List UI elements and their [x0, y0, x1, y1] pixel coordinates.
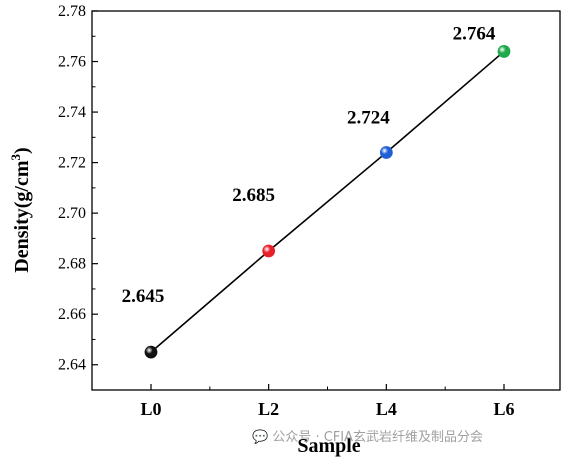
y-axis-title: Density(g/cm3)	[8, 147, 33, 272]
y-tick-label: 2.76	[58, 54, 86, 71]
y-tick-label: 2.78	[58, 3, 86, 20]
data-label-l4: 2.724	[347, 107, 390, 128]
wechat-icon: 💬	[252, 430, 269, 445]
x-axis-title: Sample	[297, 435, 360, 457]
x-axis-ticks: L0 L2 L4 L6	[140, 384, 515, 419]
data-point-l2	[262, 244, 276, 258]
data-point-l4	[379, 146, 393, 159]
y-tick-label: 2.64	[58, 357, 86, 374]
y-axis-title-close: )	[11, 147, 33, 154]
plot-frame	[91, 10, 561, 391]
y-axis-ticks: 2.64 2.66 2.68 2.70 2.72 2.74 2.76 2.78	[58, 3, 98, 374]
x-tick-label: L0	[140, 399, 161, 419]
y-tick-label: 2.72	[58, 155, 86, 172]
watermark-text: 公众号 · CFIA玄武岩纤维及制品分会	[272, 430, 484, 445]
y-axis-title-main: Density(g/cm	[11, 160, 33, 273]
x-tick-label: L4	[376, 399, 397, 419]
data-label-l0: 2.645	[122, 286, 165, 307]
data-label-l2: 2.685	[232, 185, 275, 206]
y-axis-title-superscript: 3	[8, 153, 23, 160]
data-series: 2.645 2.685 2.724 2.764	[122, 23, 511, 359]
x-tick-label: L6	[493, 399, 514, 419]
data-point-l6	[497, 45, 511, 58]
series-line	[150, 50, 505, 353]
axes-frame	[91, 10, 561, 391]
data-label-l6: 2.764	[453, 23, 496, 44]
watermark: 💬 公众号 · CFIA玄武岩纤维及制品分会	[252, 426, 483, 445]
data-point-l0	[144, 345, 158, 359]
y-tick-label: 2.68	[58, 256, 86, 273]
y-tick-label: 2.74	[58, 104, 86, 121]
y-tick-label: 2.66	[58, 306, 86, 323]
y-tick-label: 2.70	[58, 205, 86, 222]
x-tick-label: L2	[258, 399, 279, 419]
